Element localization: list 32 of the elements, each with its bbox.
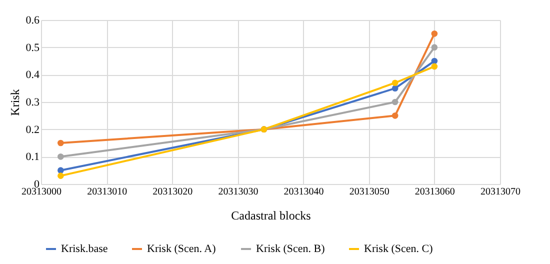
point: [392, 98, 398, 106]
legend-label: Krisk.base: [61, 243, 108, 255]
y-tick-label: 0.6: [26, 14, 40, 26]
y-tick-label: 0.5: [26, 42, 40, 54]
point: [58, 172, 64, 179]
legend-label: Krisk (Scen. A): [147, 243, 216, 255]
point: [392, 85, 398, 92]
point: [392, 80, 398, 86]
x-tick-label: 20313030: [218, 186, 258, 198]
y-tick-label: 0.3: [26, 96, 40, 108]
x-tick-label: 20313060: [414, 186, 455, 198]
legend-label: Krisk (Scen. C): [364, 243, 434, 255]
point: [431, 30, 438, 37]
x-tick-label: 20313040: [284, 186, 324, 198]
legend-label: Krisk (Scen. B): [256, 243, 326, 255]
point: [58, 167, 64, 174]
x-axis-title: Cadastral blocks: [231, 208, 312, 222]
x-tick-label: 20313020: [152, 186, 193, 198]
x-tick-label: 20313070: [480, 186, 520, 198]
y-tick-label: 0.2: [26, 124, 40, 136]
x-tick-label: 20313050: [349, 186, 390, 198]
y-tick-label: 0.4: [26, 69, 40, 82]
y-tick-label: 0.1: [26, 151, 40, 164]
x-tick-label: 20313000: [22, 186, 62, 198]
point: [58, 154, 64, 160]
y-axis-title: Krisk: [8, 89, 22, 116]
point: [58, 140, 64, 146]
point: [431, 58, 438, 64]
point: [431, 44, 438, 50]
x-tick-label: 20313010: [87, 186, 128, 198]
point: [431, 63, 438, 70]
point: [392, 112, 398, 119]
